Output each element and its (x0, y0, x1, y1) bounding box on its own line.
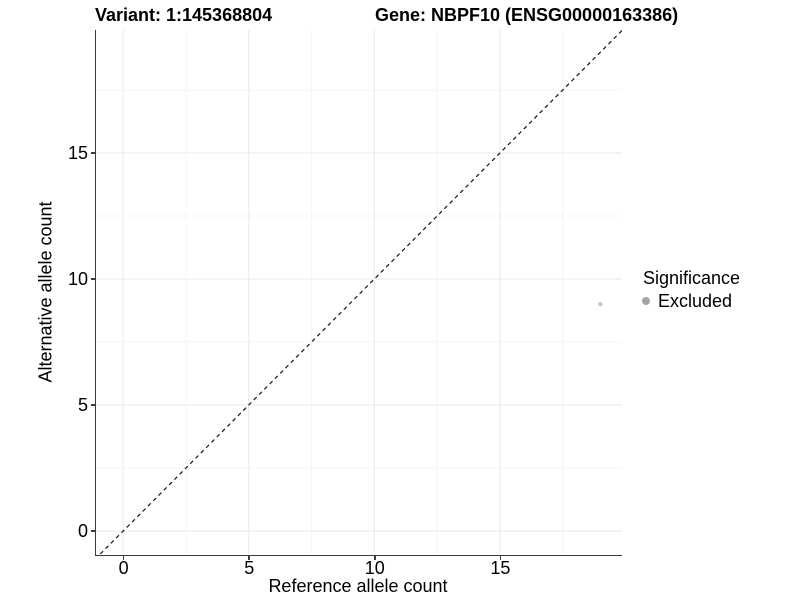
x-axis-title: Reference allele count (268, 576, 448, 596)
x-axis-tick-label: 15 (490, 558, 511, 578)
legend-item-label: Excluded (658, 291, 733, 311)
legend-title: Significance (643, 268, 741, 288)
identity-dashed-line (99, 30, 622, 555)
legend: Significance Excluded (642, 267, 740, 311)
x-axis-tick-mark (248, 555, 250, 560)
x-axis-tick-label: 10 (364, 558, 385, 578)
data-point (598, 302, 603, 307)
y-axis-tick-label: 10 (67, 269, 88, 290)
x-axis-tick-mark (122, 555, 125, 560)
x-axis-tick-mark (499, 555, 502, 560)
y-axis-tick-label: 5 (77, 395, 88, 416)
y-axis-tick-mark (90, 404, 96, 406)
plot-title-gene: Gene: NBPF10 (ENSG00000163386) (375, 5, 679, 25)
y-axis-tick-label: 0 (77, 521, 88, 542)
plot-title-variant: Variant: 1:145368804 (95, 5, 273, 25)
legend-point-icon (642, 297, 650, 305)
plot-canvas (96, 30, 622, 555)
y-axis-tick-mark (90, 152, 96, 154)
legend-item-excluded: Excluded (642, 291, 740, 311)
x-axis-tick-label: 0 (118, 558, 129, 578)
y-axis-title: Alternative allele count (35, 201, 56, 383)
y-axis-tick-label: 15 (67, 142, 88, 163)
y-axis-tick-mark (90, 530, 96, 532)
plot-panel (95, 30, 622, 556)
y-axis-tick-mark (90, 278, 96, 280)
x-axis-tick-label: 5 (244, 558, 255, 578)
x-axis-tick-mark (374, 555, 376, 560)
